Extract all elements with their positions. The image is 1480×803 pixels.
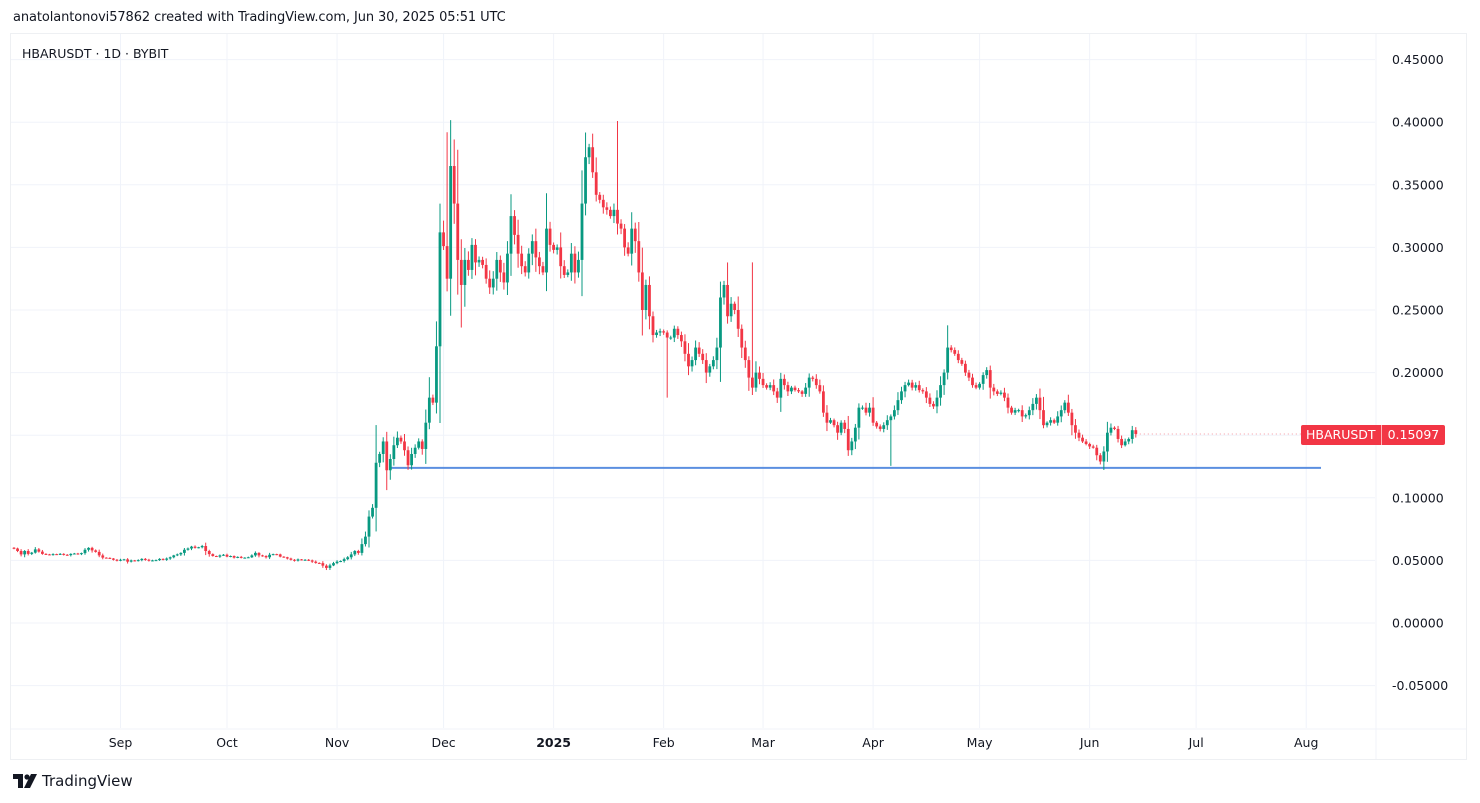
grid-lines (11, 34, 1466, 759)
price-tick-label: 0.25000 (1392, 303, 1444, 318)
last-price-symbol: HBARUSDT (1301, 425, 1382, 445)
last-price-tag: HBARUSDT 0.15097 (1301, 425, 1446, 445)
last-price-value: 0.15097 (1381, 425, 1446, 445)
price-tick-label: 0.20000 (1392, 365, 1444, 380)
time-tick-label: Aug (1294, 735, 1318, 750)
symbol-legend: HBARUSDT · 1D · BYBIT (22, 46, 169, 61)
price-tick-label: 0.10000 (1392, 490, 1444, 505)
price-tick-label: 0.40000 (1392, 115, 1444, 130)
time-tick-label: Mar (751, 735, 775, 750)
time-tick-label: May (967, 735, 993, 750)
time-tick-label: Dec (431, 735, 455, 750)
tradingview-brand[interactable]: TradingView (13, 772, 133, 790)
brand-label: TradingView (42, 772, 133, 790)
price-tick-label: 0.05000 (1392, 553, 1444, 568)
price-tick-label: 0.30000 (1392, 240, 1444, 255)
time-tick-label: Apr (862, 735, 884, 750)
time-tick-label: Oct (216, 735, 238, 750)
price-tick-label: 0.35000 (1392, 177, 1444, 192)
price-tick-label: -0.05000 (1392, 678, 1448, 693)
attribution-text: anatolantonovi57862 created with Trading… (13, 10, 506, 25)
time-axis[interactable]: Sep Oct Nov Dec 2025 Feb Mar Apr May Jun Jul Aug (109, 735, 1319, 750)
time-tick-label: Sep (109, 735, 133, 750)
price-tick-label: 0.00000 (1392, 616, 1444, 631)
time-tick-label: 2025 (536, 735, 571, 750)
chart-frame (10, 33, 1467, 760)
price-tick-label: 0.45000 (1392, 52, 1444, 67)
time-tick-label: Jun (1079, 735, 1100, 750)
time-tick-label: Feb (653, 735, 675, 750)
candles (12, 120, 1138, 571)
price-axis[interactable]: 0.45000 0.40000 0.35000 0.30000 0.25000 0.200… (1392, 52, 1448, 693)
tradingview-logo-icon (13, 774, 37, 788)
time-tick-label: Jul (1188, 735, 1204, 750)
time-tick-label: Nov (325, 735, 350, 750)
